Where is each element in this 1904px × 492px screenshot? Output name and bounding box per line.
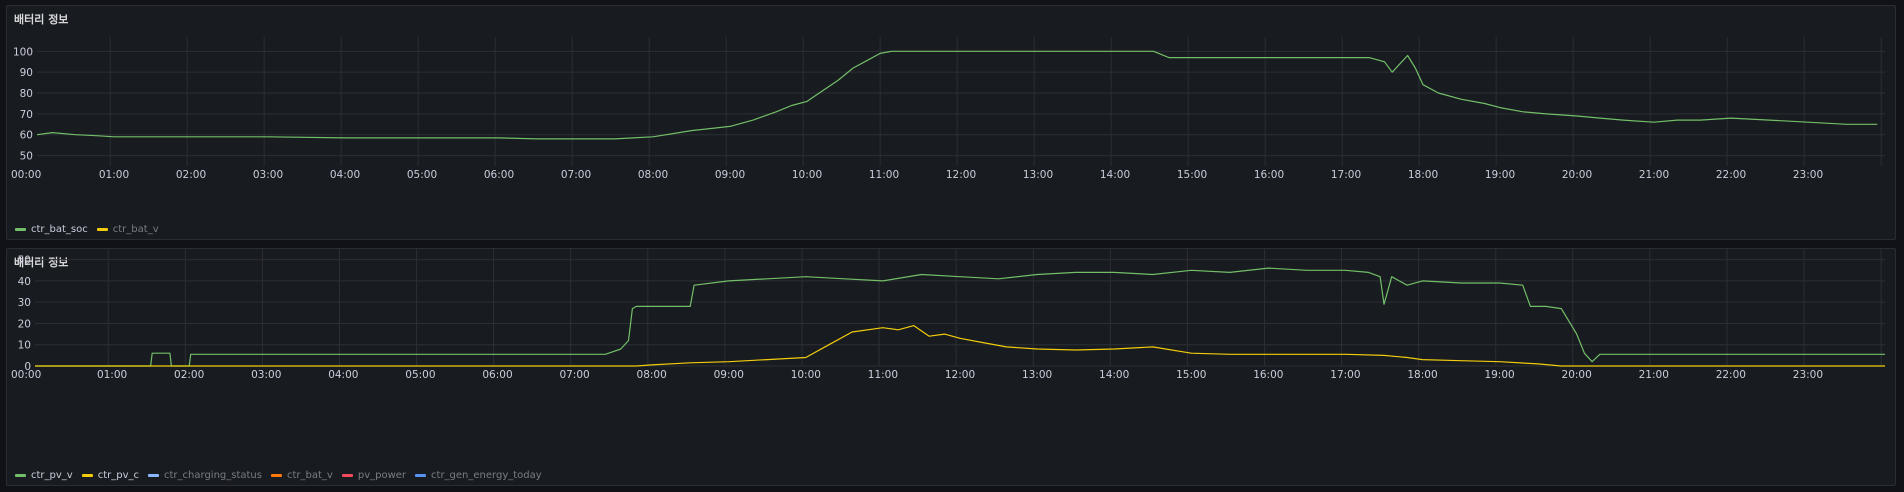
- battery-soc-chart: 00:00 01:00 02:00 03:00 04:00 05:00 06:00 07:00…: [11, 37, 1885, 181]
- x-tick-label: 21:00: [1639, 169, 1669, 181]
- y-tick-label: 40: [18, 276, 31, 288]
- legend-swatch: [96, 228, 108, 231]
- legend-label: ctr_pv_v: [31, 470, 73, 481]
- legend-item-ctr_gen_energy_today[interactable]: ctr_gen_energy_today: [415, 470, 542, 481]
- y-tick-label: 50: [18, 255, 31, 267]
- x-tick-label: 18:00: [1407, 369, 1437, 381]
- chart-legend: ctr_bat_soc ctr_bat_v: [15, 224, 159, 235]
- y-tick-label: 100: [13, 46, 33, 58]
- x-tick-label: 09:00: [715, 169, 745, 181]
- x-tick-label: 12:00: [946, 169, 976, 181]
- legend-label: ctr_gen_energy_today: [431, 470, 542, 481]
- grid: [37, 37, 1885, 166]
- x-tick-label: 18:00: [1408, 169, 1438, 181]
- legend-swatch: [15, 228, 26, 231]
- x-tick-label: 14:00: [1100, 169, 1130, 181]
- pv-chart: 00:00 01:00 02:00 03:00 04:00 05:00 06:00 07:00…: [11, 249, 1885, 381]
- series-line-ctr_pv_v[interactable]: [35, 267, 1885, 367]
- pv-panel: 배터리 정보 00:00 01:00 02:00 03:00 04:00 05:00 06:…: [6, 248, 1896, 486]
- x-tick-label: 09:00: [714, 369, 744, 381]
- x-tick-label: 16:00: [1254, 169, 1284, 181]
- x-tick-label: 13:00: [1022, 369, 1052, 381]
- y-tick-label: 80: [20, 88, 33, 100]
- x-tick-label: 00:00: [11, 169, 41, 181]
- y-tick-label: 30: [18, 297, 31, 309]
- x-tick-label: 10:00: [792, 169, 822, 181]
- legend-item-ctr_pv_c[interactable]: ctr_pv_c: [81, 470, 140, 481]
- y-tick-label: 10: [18, 340, 31, 352]
- y-tick-label: 70: [20, 109, 33, 121]
- x-tick-label: 23:00: [1793, 369, 1823, 381]
- legend-item-ctr_charging_status[interactable]: ctr_charging_status: [148, 470, 262, 481]
- legend-label: ctr_bat_v: [286, 470, 333, 481]
- series-line-ctr_pv_c[interactable]: [35, 325, 1885, 367]
- x-tick-label: 20:00: [1562, 169, 1592, 181]
- legend-item-ctr_bat_v[interactable]: ctr_bat_v: [270, 470, 333, 481]
- legend-swatch: [15, 474, 26, 477]
- x-tick-label: 02:00: [176, 169, 206, 181]
- grid: [35, 249, 1885, 367]
- x-tick-label: 04:00: [330, 169, 360, 181]
- x-tick-label: 01:00: [99, 169, 129, 181]
- x-tick-label: 23:00: [1793, 169, 1823, 181]
- x-tick-label: 16:00: [1253, 369, 1283, 381]
- y-tick-label: 90: [20, 67, 33, 79]
- x-tick-label: 04:00: [328, 369, 358, 381]
- legend-label: ctr_charging_status: [164, 470, 262, 481]
- chart-legend: ctr_pv_v ctr_pv_c ctr_charging_status ctr_b…: [15, 470, 542, 481]
- x-tick-label: 15:00: [1177, 169, 1207, 181]
- x-tick-label: 01:00: [97, 369, 127, 381]
- x-tick-label: 11:00: [868, 369, 898, 381]
- x-tick-label: 13:00: [1023, 169, 1053, 181]
- x-tick-label: 20:00: [1562, 369, 1592, 381]
- x-tick-label: 12:00: [945, 369, 975, 381]
- y-tick-label: 20: [18, 318, 31, 330]
- legend-item-ctr_bat_v[interactable]: ctr_bat_v: [96, 224, 159, 235]
- panel-title[interactable]: 배터리 정보: [14, 13, 69, 26]
- x-tick-label: 08:00: [638, 169, 668, 181]
- x-tick-label: 19:00: [1484, 369, 1514, 381]
- x-tick-label: 07:00: [561, 169, 591, 181]
- legend-swatch: [270, 474, 282, 477]
- x-tick-label: 22:00: [1716, 169, 1746, 181]
- series-line-ctr_bat_soc[interactable]: [36, 50, 1878, 140]
- x-tick-label: 10:00: [791, 369, 821, 381]
- x-tick-label: 17:00: [1330, 369, 1360, 381]
- x-tick-label: 06:00: [484, 169, 514, 181]
- y-tick-label: 50: [20, 151, 33, 163]
- legend-swatch: [81, 474, 93, 477]
- legend-item-ctr_bat_soc[interactable]: ctr_bat_soc: [15, 224, 88, 235]
- x-tick-label: 06:00: [482, 369, 512, 381]
- y-tick-label: 60: [20, 130, 33, 142]
- x-tick-label: 17:00: [1331, 169, 1361, 181]
- legend-swatch: [148, 474, 160, 477]
- legend-label: pv_power: [357, 470, 407, 481]
- legend-swatch: [415, 474, 427, 477]
- legend-label: ctr_bat_v: [112, 224, 159, 235]
- x-tick-label: 14:00: [1099, 369, 1129, 381]
- x-tick-label: 21:00: [1639, 369, 1669, 381]
- x-tick-label: 15:00: [1176, 369, 1206, 381]
- x-tick-label: 02:00: [174, 369, 204, 381]
- legend-label: ctr_bat_soc: [31, 224, 88, 235]
- x-tick-label: 05:00: [405, 369, 435, 381]
- x-tick-label: 11:00: [869, 169, 899, 181]
- x-tick-label: 03:00: [251, 369, 281, 381]
- legend-swatch: [341, 474, 353, 477]
- legend-item-ctr_pv_v[interactable]: ctr_pv_v: [15, 470, 73, 481]
- x-tick-label: 05:00: [407, 169, 437, 181]
- y-tick-label: 0: [24, 361, 31, 373]
- x-tick-label: 22:00: [1716, 369, 1746, 381]
- x-tick-label: 00:00: [11, 369, 41, 381]
- battery-soc-panel: 배터리 정보 00:00 01:00 02:00 03:00 04:00 05:00 06:…: [6, 5, 1896, 240]
- x-tick-label: 19:00: [1485, 169, 1515, 181]
- legend-item-pv_power[interactable]: pv_power: [341, 470, 407, 481]
- x-tick-label: 03:00: [253, 169, 283, 181]
- x-tick-label: 08:00: [637, 369, 667, 381]
- legend-label: ctr_pv_c: [97, 470, 140, 481]
- x-tick-label: 07:00: [559, 369, 589, 381]
